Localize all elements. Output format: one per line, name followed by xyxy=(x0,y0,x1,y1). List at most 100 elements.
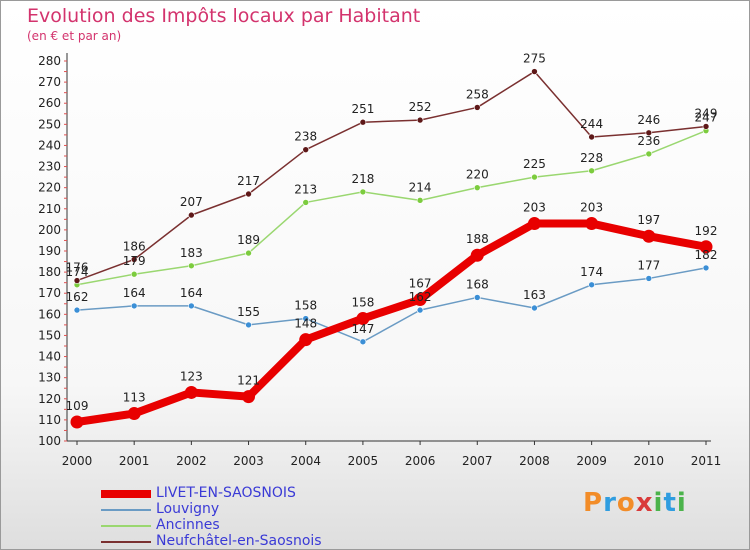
logo-letter: P xyxy=(583,488,604,518)
data-point xyxy=(588,133,595,141)
legend-label: LIVET-EN-SAOSNOIS xyxy=(156,485,296,501)
data-label: 158 xyxy=(294,299,317,313)
data-point xyxy=(416,116,424,124)
legend-label: Ancinnes xyxy=(156,517,220,533)
data-label: 186 xyxy=(123,239,146,253)
data-label: 183 xyxy=(180,246,203,260)
data-label: 228 xyxy=(580,151,603,165)
x-tick-label: 2011 xyxy=(691,454,722,468)
x-tick-label: 2001 xyxy=(119,454,150,468)
y-tick-label: 100 xyxy=(38,434,61,448)
data-label: 249 xyxy=(695,106,718,120)
data-label: 218 xyxy=(351,172,374,186)
x-tick-label: 2003 xyxy=(233,454,264,468)
logo-letter: x xyxy=(635,488,654,518)
legend-swatch xyxy=(101,525,151,527)
data-label: 214 xyxy=(409,180,432,194)
data-label: 275 xyxy=(523,52,546,66)
data-label: 244 xyxy=(580,117,603,131)
data-point xyxy=(245,190,252,198)
legend-label: Louvigny xyxy=(156,501,220,517)
data-point xyxy=(702,123,710,130)
data-point xyxy=(130,256,138,263)
data-label: 148 xyxy=(294,317,317,331)
data-label: 246 xyxy=(637,113,660,127)
logo-letter: t xyxy=(663,488,677,518)
y-tick-label: 250 xyxy=(38,117,61,131)
logo-letter: o xyxy=(616,488,636,518)
data-label: 162 xyxy=(409,290,432,304)
data-label: 189 xyxy=(237,233,260,247)
data-point xyxy=(702,264,710,272)
series-ancinnes xyxy=(73,127,710,289)
data-label: 164 xyxy=(123,286,146,300)
data-label: 197 xyxy=(637,213,660,227)
series-line xyxy=(73,219,710,426)
data-point xyxy=(642,229,656,243)
data-label: 203 xyxy=(580,201,603,215)
y-tick-label: 280 xyxy=(38,54,61,68)
data-label: 162 xyxy=(66,290,89,304)
logo-letter: i xyxy=(653,488,664,518)
data-label: 192 xyxy=(695,224,718,238)
data-label: 251 xyxy=(351,102,374,116)
proxiti-logo: Proxiti xyxy=(583,488,687,518)
data-point xyxy=(302,146,310,153)
x-tick-label: 2006 xyxy=(405,454,436,468)
x-tick-label: 2002 xyxy=(176,454,207,468)
x-tick-label: 2009 xyxy=(576,454,607,468)
data-label: 109 xyxy=(66,399,89,413)
data-point xyxy=(645,150,653,158)
data-point xyxy=(699,240,713,254)
data-point xyxy=(588,281,595,289)
data-point xyxy=(473,104,481,111)
x-tick-label: 2010 xyxy=(634,454,665,468)
data-label: 168 xyxy=(466,277,489,291)
y-tick-label: 130 xyxy=(38,371,61,385)
data-point xyxy=(188,262,195,270)
legend-swatch xyxy=(101,509,151,511)
y-tick-label: 240 xyxy=(38,138,61,152)
data-label: 182 xyxy=(695,248,718,262)
data-point xyxy=(130,302,138,310)
y-tick-label: 220 xyxy=(38,181,61,195)
data-label: 121 xyxy=(237,374,260,388)
data-point xyxy=(359,188,367,196)
data-label: 236 xyxy=(637,134,660,148)
data-label: 217 xyxy=(237,174,260,188)
series-line xyxy=(76,70,707,282)
data-point xyxy=(245,321,252,329)
y-tick-label: 260 xyxy=(38,96,61,110)
data-point xyxy=(473,184,481,191)
data-label: 123 xyxy=(180,369,203,383)
data-label: 147 xyxy=(351,322,374,336)
data-point xyxy=(585,217,599,231)
data-label: 225 xyxy=(523,157,546,171)
x-tick-label: 2007 xyxy=(462,454,493,468)
x-tick-label: 2004 xyxy=(290,454,321,468)
data-point xyxy=(127,407,141,421)
data-point xyxy=(359,338,367,346)
y-tick-label: 170 xyxy=(38,286,61,300)
data-label: 176 xyxy=(66,261,89,275)
data-point xyxy=(645,275,653,282)
data-point xyxy=(531,304,538,312)
data-label: 207 xyxy=(180,195,203,209)
data-label: 252 xyxy=(409,100,432,114)
data-label: 158 xyxy=(351,296,374,310)
y-tick-label: 120 xyxy=(38,392,61,406)
y-tick-label: 140 xyxy=(38,350,61,364)
data-point xyxy=(73,277,81,284)
legend-swatch xyxy=(101,541,151,543)
series-line xyxy=(76,129,707,286)
legend-label: Neufchâtel-en-Saosnois xyxy=(156,533,322,549)
data-label: 258 xyxy=(466,87,489,101)
data-point xyxy=(645,129,653,137)
data-point xyxy=(531,173,538,181)
series-neufchatel-en-saosnois xyxy=(73,68,710,284)
x-tick-label: 2008 xyxy=(519,454,550,468)
y-tick-label: 270 xyxy=(38,75,61,89)
data-point xyxy=(531,68,538,75)
data-label: 220 xyxy=(466,168,489,182)
